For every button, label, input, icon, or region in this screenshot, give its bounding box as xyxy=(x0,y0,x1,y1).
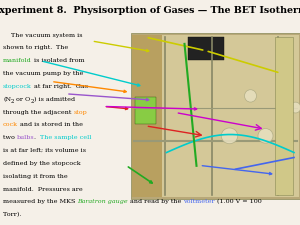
Text: bulbs: bulbs xyxy=(17,135,34,140)
Text: 2: 2 xyxy=(31,99,34,104)
Text: measured by the MKS: measured by the MKS xyxy=(3,199,77,204)
Text: The: The xyxy=(52,45,68,50)
Text: .: . xyxy=(34,135,40,140)
Bar xyxy=(135,97,156,124)
Text: isolating it from the: isolating it from the xyxy=(3,174,68,179)
Ellipse shape xyxy=(290,102,300,113)
Bar xyxy=(188,37,224,60)
Text: The sample cell: The sample cell xyxy=(40,135,92,140)
Text: The vacuum system is: The vacuum system is xyxy=(3,33,82,38)
Text: (N: (N xyxy=(3,97,11,102)
Text: stopcock: stopcock xyxy=(3,84,32,89)
Text: and read by the: and read by the xyxy=(128,199,183,204)
Text: 2: 2 xyxy=(11,99,14,104)
Text: two: two xyxy=(3,135,17,140)
Text: stop: stop xyxy=(74,110,87,115)
Text: manifold: manifold xyxy=(3,58,32,63)
Text: shown to right.: shown to right. xyxy=(3,45,52,50)
Text: Torr).: Torr). xyxy=(3,212,21,217)
Ellipse shape xyxy=(244,90,256,102)
Text: through the adjacent: through the adjacent xyxy=(3,110,74,115)
Text: Baratron gauge: Baratron gauge xyxy=(77,199,128,204)
Text: defined by the stopcock: defined by the stopcock xyxy=(3,161,81,166)
Text: cock: cock xyxy=(3,122,18,127)
Bar xyxy=(132,35,298,197)
Text: (1.00 V = 100: (1.00 V = 100 xyxy=(215,199,262,205)
Text: and is stored in the: and is stored in the xyxy=(18,122,83,127)
Text: or O: or O xyxy=(14,97,31,102)
Text: at far right.  Gas: at far right. Gas xyxy=(32,84,88,89)
Ellipse shape xyxy=(258,128,273,143)
Ellipse shape xyxy=(221,128,238,144)
Text: Experiment 8.  Physisorption of Gases — The BET Isotherm: Experiment 8. Physisorption of Gases — T… xyxy=(0,6,300,15)
Bar xyxy=(132,35,162,197)
Text: the vacuum pump by the: the vacuum pump by the xyxy=(3,71,83,76)
Bar xyxy=(274,37,292,195)
Text: voltmeter: voltmeter xyxy=(183,199,215,204)
Text: ) is admitted: ) is admitted xyxy=(34,97,75,102)
Text: is isolated from: is isolated from xyxy=(32,58,84,63)
Bar xyxy=(130,33,300,199)
Text: manifold.  Pressures are: manifold. Pressures are xyxy=(3,187,83,191)
Text: is at far left; its volume is: is at far left; its volume is xyxy=(3,148,86,153)
